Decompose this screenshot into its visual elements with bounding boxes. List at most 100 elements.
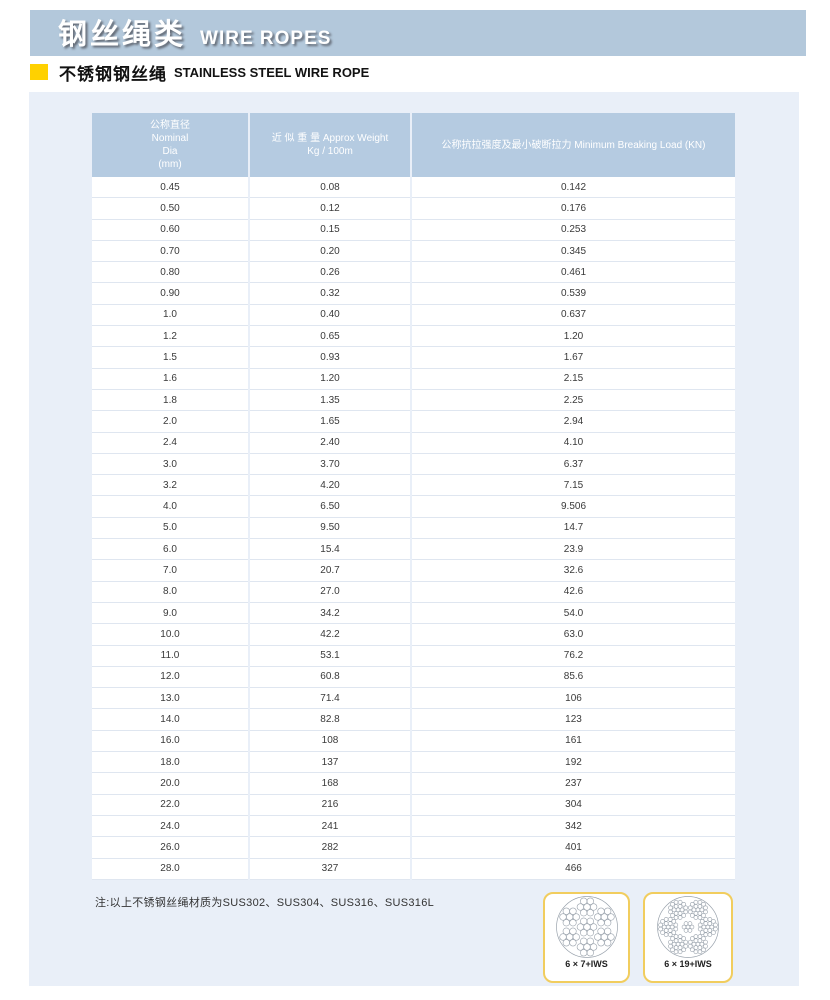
table-row: 11.0 53.1 76.2 [92, 645, 735, 667]
table-row: 1.0 0.40 0.637 [92, 304, 735, 327]
table-row: 10.0 42.2 63.0 [92, 624, 735, 646]
table-cell: 0.253 [412, 219, 735, 241]
table-cell: 401 [412, 837, 735, 859]
table-row: 1.6 1.20 2.15 [92, 368, 735, 390]
table-row: 8.0 27.0 42.6 [92, 581, 735, 603]
table-cell: 20.0 [92, 773, 248, 795]
table-row: 13.0 71.4 106 [92, 688, 735, 710]
rope-diagram-label: 6 × 19+IWS [664, 959, 712, 969]
table-row: 1.8 1.35 2.25 [92, 389, 735, 412]
material-note: 注:以上不锈钢丝绳材质为SUS302、SUS304、SUS316、SUS316L [95, 897, 435, 909]
table-cell: 0.461 [412, 262, 735, 284]
table-row: 12.0 60.8 85.6 [92, 666, 735, 689]
table-cell: 7.0 [92, 560, 248, 582]
table-cell: 1.8 [92, 389, 248, 412]
table-cell: 26.0 [92, 837, 248, 859]
table-cell: 1.5 [92, 347, 248, 369]
rope-diagram-card-6x7: 6 × 7+IWS [543, 892, 630, 983]
table-cell: 0.90 [92, 283, 248, 305]
table-cell: 0.65 [250, 326, 410, 348]
table-cell: 0.60 [92, 219, 248, 241]
table-row: 16.0 108 161 [92, 730, 735, 753]
table-cell: 34.2 [250, 602, 410, 625]
table-cell: 1.20 [250, 368, 410, 390]
table-cell: 28.0 [92, 858, 248, 880]
table-cell: 327 [250, 858, 410, 880]
table-cell: 24.0 [92, 815, 248, 838]
table-row: 6.0 15.4 23.9 [92, 539, 735, 561]
rope-diagram-label: 6 × 7+IWS [565, 959, 608, 969]
rope-cross-section-6x19-icon [657, 896, 719, 958]
table-cell: 14.0 [92, 709, 248, 731]
table-cell: 3.0 [92, 453, 248, 476]
table-row: 1.5 0.93 1.67 [92, 347, 735, 369]
table-cell: 0.20 [250, 240, 410, 263]
table-cell: 123 [412, 709, 735, 731]
table-cell: 16.0 [92, 730, 248, 753]
content-panel: 公称直径 Nominal Dia (mm) 近 似 重 量 Approx Wei… [29, 92, 799, 986]
table-row: 0.45 0.08 0.142 [92, 177, 735, 199]
table-cell: 4.0 [92, 496, 248, 518]
table-cell: 0.142 [412, 177, 735, 199]
table-cell: 106 [412, 688, 735, 710]
table-cell: 3.2 [92, 475, 248, 497]
table-cell: 6.50 [250, 496, 410, 518]
table-cell: 10.0 [92, 624, 248, 646]
table-row: 0.90 0.32 0.539 [92, 283, 735, 305]
table-cell: 0.12 [250, 198, 410, 220]
table-cell: 1.35 [250, 389, 410, 412]
table-row: 18.0 137 192 [92, 752, 735, 774]
page-title-zh: 钢丝绳类 [58, 19, 187, 51]
table-cell: 1.20 [412, 326, 735, 348]
table-cell: 0.637 [412, 304, 735, 327]
spec-table: 公称直径 Nominal Dia (mm) 近 似 重 量 Approx Wei… [92, 113, 735, 880]
table-cell: 0.539 [412, 283, 735, 305]
table-cell: 7.15 [412, 475, 735, 497]
table-cell: 237 [412, 773, 735, 795]
table-cell: 42.2 [250, 624, 410, 646]
table-row: 3.2 4.20 7.15 [92, 475, 735, 497]
table-cell: 2.15 [412, 368, 735, 390]
table-row: 0.50 0.12 0.176 [92, 198, 735, 220]
table-cell: 2.25 [412, 389, 735, 412]
table-cell: 9.0 [92, 602, 248, 625]
table-cell: 4.10 [412, 432, 735, 454]
table-cell: 137 [250, 752, 410, 774]
table-cell: 2.40 [250, 432, 410, 454]
table-cell: 63.0 [412, 624, 735, 646]
table-cell: 32.6 [412, 560, 735, 582]
table-cell: 14.7 [412, 517, 735, 540]
table-cell: 0.50 [92, 198, 248, 220]
table-cell: 4.20 [250, 475, 410, 497]
table-cell: 42.6 [412, 581, 735, 603]
table-cell: 12.0 [92, 666, 248, 689]
rope-diagram-card-6x19: 6 × 19+IWS [643, 892, 733, 983]
table-cell: 71.4 [250, 688, 410, 710]
table-cell: 1.6 [92, 368, 248, 390]
table-row: 14.0 82.8 123 [92, 709, 735, 731]
table-row: 24.0 241 342 [92, 815, 735, 838]
table-cell: 342 [412, 815, 735, 838]
table-cell: 20.7 [250, 560, 410, 582]
table-cell: 0.70 [92, 240, 248, 263]
table-cell: 82.8 [250, 709, 410, 731]
table-row: 0.80 0.26 0.461 [92, 262, 735, 284]
section-title-zh: 不锈钢钢丝绳 [59, 64, 167, 84]
rope-cross-section-6x7-icon [555, 896, 618, 958]
page-header: 钢丝绳类 WIRE ROPES [30, 10, 806, 56]
table-cell: 54.0 [412, 602, 735, 625]
table-row: 7.0 20.7 32.6 [92, 560, 735, 582]
table-cell: 192 [412, 752, 735, 774]
table-header-nominal-dia: 公称直径 Nominal Dia (mm) [92, 113, 248, 177]
table-cell: 9.50 [250, 517, 410, 540]
table-cell: 2.0 [92, 411, 248, 433]
table-cell: 0.26 [250, 262, 410, 284]
page-title-en: WIRE ROPES [200, 28, 332, 50]
table-row: 20.0 168 237 [92, 773, 735, 795]
table-cell: 8.0 [92, 581, 248, 603]
table-cell: 241 [250, 815, 410, 838]
table-cell: 216 [250, 794, 410, 816]
table-row: 4.0 6.50 9.506 [92, 496, 735, 518]
table-cell: 3.70 [250, 453, 410, 476]
table-row: 9.0 34.2 54.0 [92, 602, 735, 625]
